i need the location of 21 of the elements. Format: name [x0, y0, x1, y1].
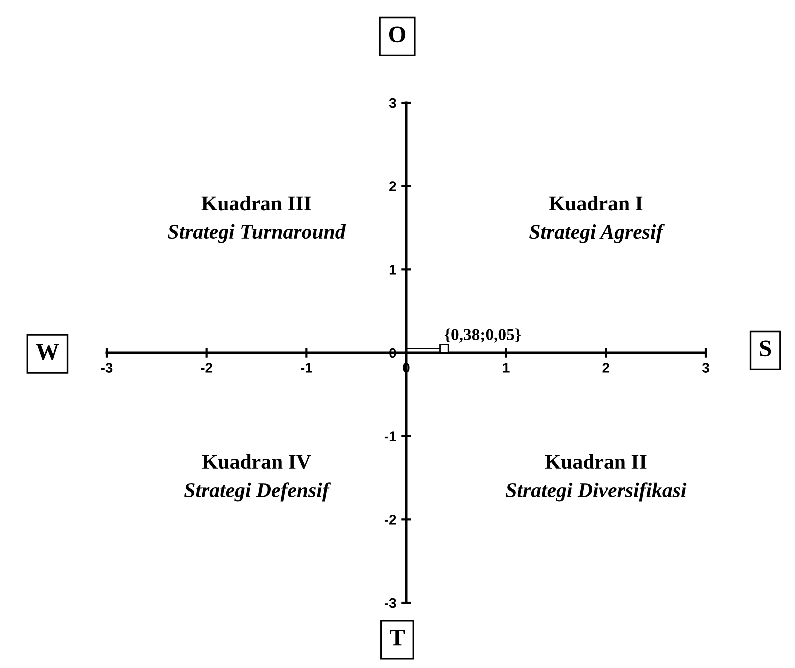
y-tick-label: 2: [390, 182, 396, 192]
annotation: Kuadran I Strategi Agresif: [530, 196, 665, 244]
x-tick-label: 2: [602, 363, 610, 373]
text: T: [390, 630, 406, 646]
x-tick-label: -3: [101, 363, 113, 373]
y-tick-label: 1: [390, 265, 396, 275]
y-tick-label: -3: [384, 598, 396, 608]
y-tick-label: -1: [384, 432, 396, 442]
annotation: Kuadran IV Strategi Defensif: [184, 454, 332, 502]
annotation: Kuadran III Strategi Turnaround: [168, 196, 346, 244]
data-label: {0,38;0,05}: [444, 328, 521, 343]
x-tick-label: 1: [503, 363, 510, 373]
annotation: Kuadran II Strategi Diversifikasi: [506, 454, 687, 502]
text: O: [389, 26, 406, 43]
y-tick-label: 3: [389, 98, 396, 108]
y-tick-label: -2: [384, 515, 396, 525]
x-tick-label: -2: [201, 363, 212, 373]
x-tick-label: 3: [702, 363, 710, 373]
text: S: [760, 340, 772, 357]
text: W: [36, 344, 60, 360]
x-tick-label: -1: [301, 363, 312, 373]
